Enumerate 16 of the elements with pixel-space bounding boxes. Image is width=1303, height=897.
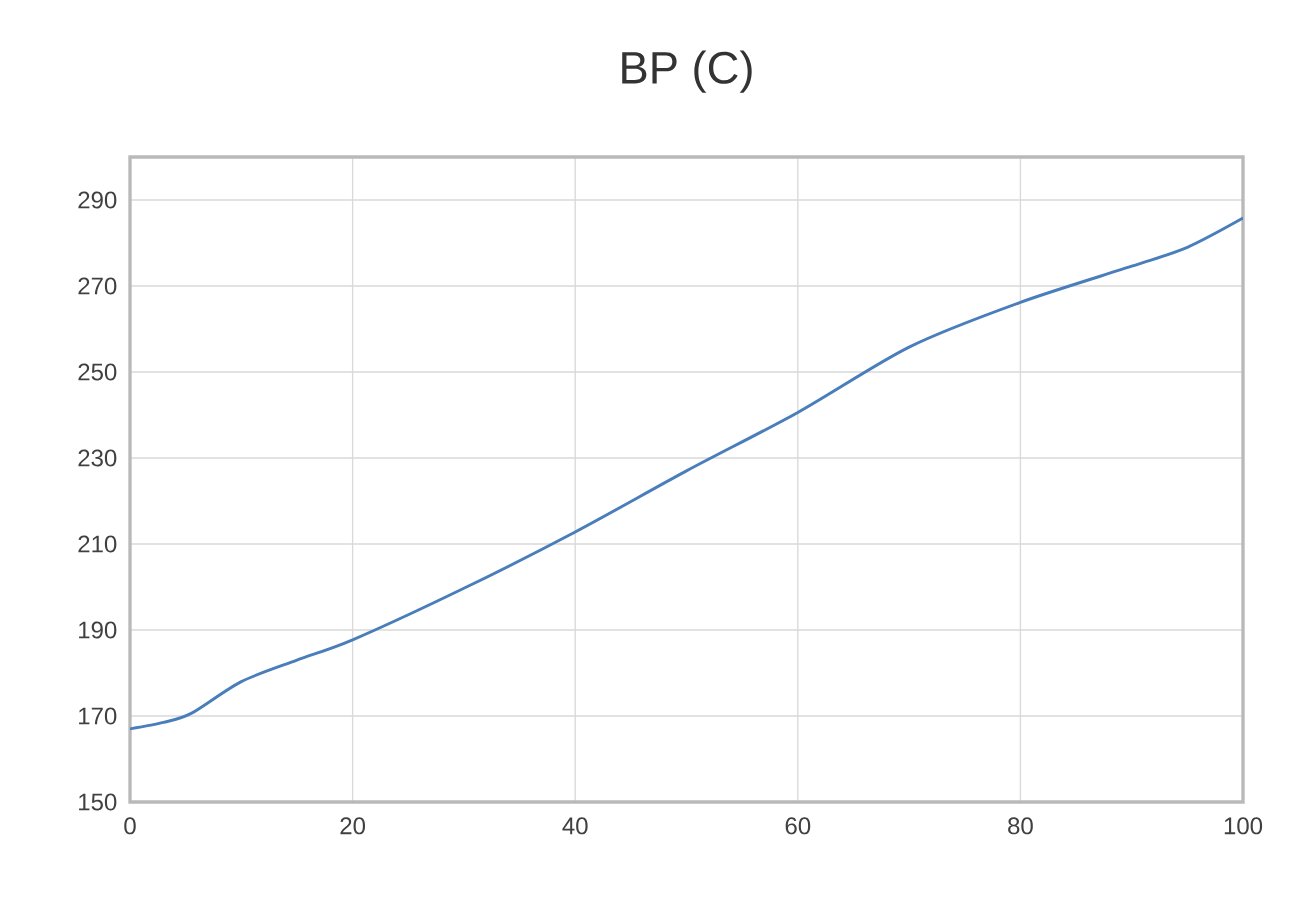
y-tick-label: 170 xyxy=(79,707,117,725)
x-tick-label: 0 xyxy=(124,817,136,835)
y-tick-label: 150 xyxy=(79,793,117,811)
x-tick-label: 60 xyxy=(785,817,811,835)
y-tick-label: 230 xyxy=(78,449,117,467)
x-tick-label: 100 xyxy=(1224,817,1263,835)
x-tick-label: 20 xyxy=(340,817,366,835)
y-tick-label: 190 xyxy=(79,621,117,639)
y-tick-label: 250 xyxy=(78,363,117,381)
line-series xyxy=(130,216,1244,731)
y-tick-label: 290 xyxy=(78,191,117,209)
y-tick-label: 270 xyxy=(78,277,117,295)
x-tick-label: 40 xyxy=(562,817,588,835)
chart-title: BP (C) xyxy=(622,50,752,93)
x-tick-label: 80 xyxy=(1008,817,1033,835)
y-tick-label: 210 xyxy=(78,535,117,553)
